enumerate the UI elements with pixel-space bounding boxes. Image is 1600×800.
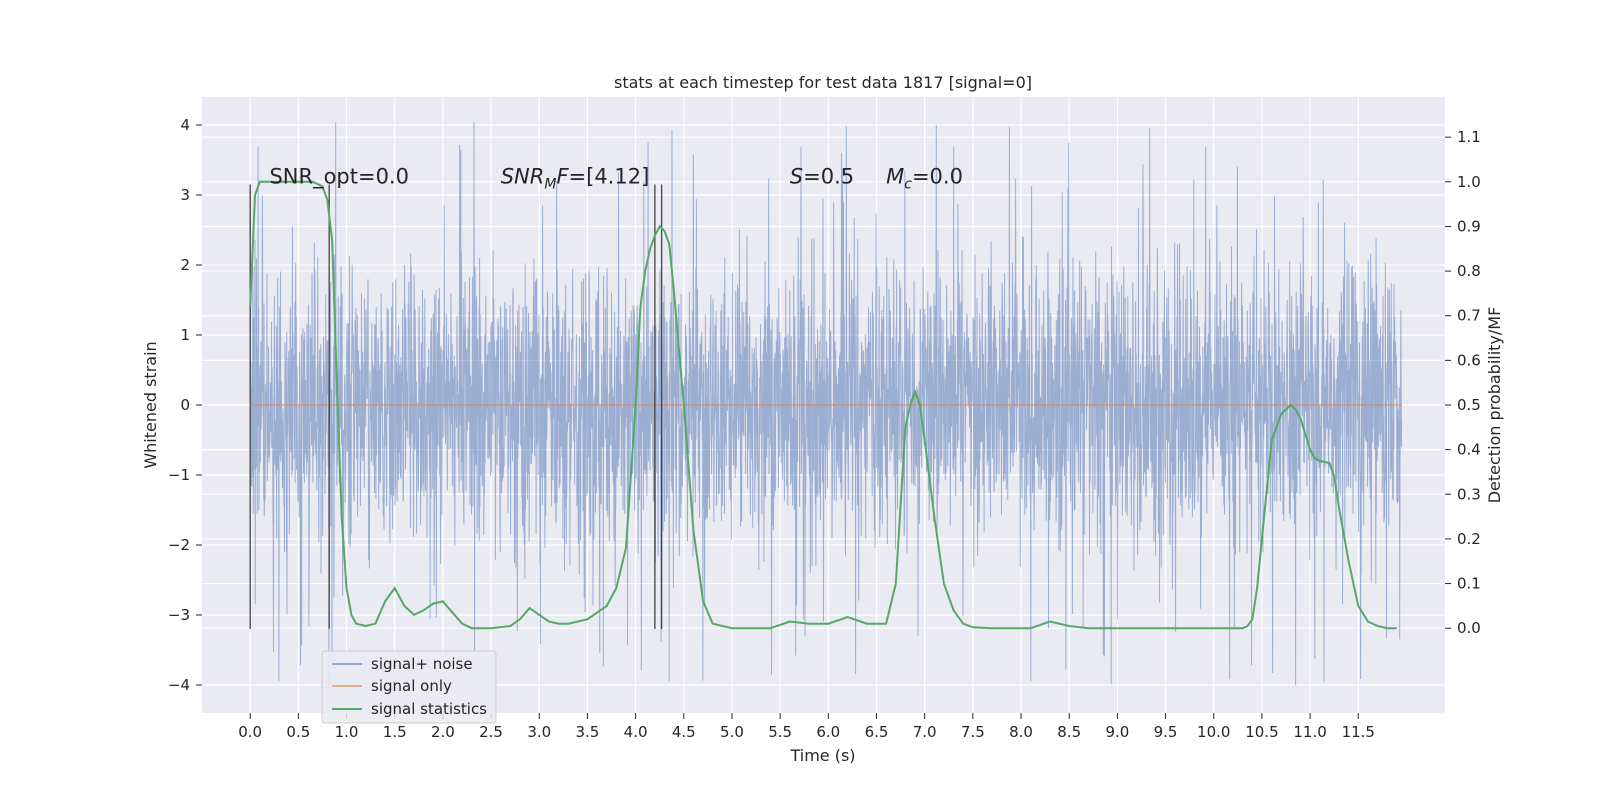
y-tick-label: 2 (180, 256, 190, 274)
x-tick-label: 11.5 (1342, 723, 1375, 741)
y-tick-label: 4 (180, 116, 190, 134)
x-tick-label: 7.5 (961, 723, 985, 741)
y2-tick-label: 0.4 (1457, 441, 1481, 459)
x-tick-label: 9.0 (1105, 723, 1129, 741)
y2-tick-label: 1.0 (1457, 173, 1481, 191)
y2-tick-label: 0.3 (1457, 485, 1481, 503)
x-tick-label: 4.5 (672, 723, 696, 741)
y2-tick-label: 0.1 (1457, 575, 1481, 593)
x-tick-label: 10.5 (1245, 723, 1278, 741)
y2-tick-label: 0.7 (1457, 307, 1481, 325)
y2-tick-label: 0.8 (1457, 262, 1481, 280)
x-tick-label: 7.0 (913, 723, 937, 741)
legend: signal+ noise signal only signal statist… (321, 650, 497, 724)
legend-box (321, 650, 497, 724)
y-axis-label: Whitened strain (141, 341, 160, 468)
x-axis-label: Time (s) (789, 746, 855, 765)
y-tick-label: −3 (168, 606, 190, 624)
x-tick-label: 6.5 (865, 723, 889, 741)
legend-label-stats: signal statistics (371, 700, 487, 718)
x-tick-label: 3.0 (527, 723, 551, 741)
y-tick-label: −1 (168, 466, 190, 484)
annotations: SNR_opt=0.0 SNRMF=[4.12] S=0.5 Mc=0.0 (269, 165, 963, 193)
y-tick-label: 1 (180, 326, 190, 344)
annotation-snr-mf: SNRMF=[4.12] (501, 165, 650, 193)
y2-tick-label: 0.0 (1457, 619, 1481, 637)
y2-axis-label: Detection probability/MF (1485, 307, 1504, 504)
x-tick-label: 9.5 (1154, 723, 1178, 741)
y2-tick-label: 0.2 (1457, 530, 1481, 548)
x-tick-label: 4.0 (624, 723, 648, 741)
x-tick-label: 5.0 (720, 723, 744, 741)
annotation-snr-opt: SNR_opt=0.0 (269, 165, 409, 190)
y2-tick-label: 0.5 (1457, 396, 1481, 414)
x-axis-ticks: 0.0 0.5 1.0 1.5 2.0 2.5 3.0 3.5 4.0 4.5 5.0 5.5 6.0 6… (238, 713, 1375, 741)
y-tick-label: 0 (180, 396, 190, 414)
legend-label-signal: signal only (371, 677, 452, 695)
annotation-mc: Mc=0.0 (886, 165, 963, 193)
x-tick-label: 2.0 (431, 723, 455, 741)
x-tick-label: 10.0 (1197, 723, 1230, 741)
chart-title: stats at each timestep for test data 181… (614, 73, 1032, 92)
x-tick-label: 1.5 (383, 723, 407, 741)
y2-tick-label: 0.6 (1457, 351, 1481, 369)
x-tick-label: 1.0 (335, 723, 359, 741)
x-tick-label: 2.5 (479, 723, 503, 741)
x-tick-label: 5.5 (768, 723, 792, 741)
x-tick-label: 3.5 (575, 723, 599, 741)
annotation-s: S=0.5 (790, 165, 854, 189)
y-tick-label: −4 (168, 676, 190, 694)
x-tick-label: 6.0 (816, 723, 840, 741)
y-axis-ticks: −4 −3 −2 −1 0 1 2 3 4 (168, 116, 202, 694)
legend-label-noise: signal+ noise (371, 655, 473, 673)
y-tick-label: −2 (168, 536, 190, 554)
y2-axis-ticks: 0.0 0.1 0.2 0.3 0.4 0.5 0.6 0.7 0.8 0.9 1.0 1.1 (1445, 128, 1481, 637)
x-tick-label: 11.0 (1293, 723, 1326, 741)
y2-tick-label: 1.1 (1457, 128, 1481, 146)
x-tick-label: 8.5 (1057, 723, 1081, 741)
signal-statistics-line (249, 180, 1397, 630)
x-tick-label: 0.5 (286, 723, 310, 741)
marker-lines (249, 184, 663, 629)
y-tick-label: 3 (180, 186, 190, 204)
signal-statistics-series (249, 180, 1397, 630)
x-tick-label: 0.0 (238, 723, 262, 741)
x-tick-label: 8.0 (1009, 723, 1033, 741)
y2-tick-label: 0.9 (1457, 217, 1481, 235)
